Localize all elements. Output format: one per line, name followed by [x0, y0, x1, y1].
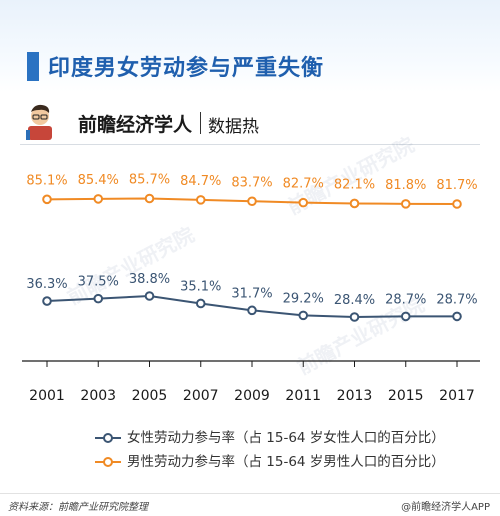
title-accent-bar — [27, 52, 39, 81]
economist-avatar-icon — [26, 104, 52, 140]
data-point-female — [93, 293, 104, 304]
legend-item-male: 男性劳动力参与率（占 15-64 岁男性人口的百分比） — [95, 450, 445, 470]
data-label-female: 28.7% — [436, 292, 477, 307]
x-tick-label: 2013 — [337, 388, 373, 404]
data-point-female — [247, 305, 257, 316]
legend-marker-female — [95, 433, 121, 443]
data-point-male — [93, 194, 104, 204]
brand-divider — [20, 144, 480, 145]
data-point-female — [298, 310, 309, 321]
x-tick-label: 2009 — [234, 388, 270, 404]
data-point-male — [349, 198, 360, 209]
data-point-female — [195, 298, 206, 309]
legend-marker-male — [95, 457, 121, 467]
footer-divider — [0, 493, 500, 494]
data-label-female: 36.3% — [26, 277, 67, 292]
data-label-male: 81.8% — [385, 178, 426, 193]
data-label-female: 31.7% — [231, 286, 272, 301]
data-label-female: 37.5% — [78, 275, 119, 290]
data-point-male — [195, 195, 206, 205]
data-label-female: 38.8% — [129, 272, 170, 287]
brand-name: 前瞻经济学人 — [78, 114, 193, 136]
data-point-male — [298, 197, 309, 208]
data-label-female: 28.4% — [334, 293, 375, 308]
data-point-male — [452, 199, 462, 209]
data-label-male: 82.7% — [283, 177, 324, 192]
data-point-male — [42, 194, 52, 205]
data-point-male — [247, 196, 257, 207]
x-tick-label: 2005 — [132, 388, 168, 404]
data-label-male: 85.4% — [78, 173, 119, 188]
data-label-female: 35.1% — [180, 279, 221, 294]
data-point-female — [400, 311, 411, 322]
legend-label-male: 男性劳动力参与率（占 15-64 岁男性人口的百分比） — [127, 454, 445, 470]
data-label-male: 85.1% — [26, 173, 67, 188]
x-tick-label: 2015 — [388, 388, 424, 404]
page-title: 印度男女劳动参与严重失衡 — [48, 56, 325, 81]
x-tick-label: 2007 — [183, 388, 219, 404]
footer-source: 资料来源：前瞻产业研究院整理 — [8, 502, 148, 513]
data-label-female: 28.7% — [385, 292, 426, 307]
x-tick-label: 2003 — [80, 388, 116, 404]
legend-label-female: 女性劳动力参与率（占 15-64 岁女性人口的百分比） — [127, 430, 445, 446]
data-label-male: 83.7% — [231, 175, 272, 190]
legend-item-female: 女性劳动力参与率（占 15-64 岁女性人口的百分比） — [95, 426, 445, 446]
header-band — [0, 0, 500, 92]
x-tick-label: 2001 — [29, 388, 65, 404]
data-point-female — [144, 291, 155, 301]
data-label-male: 81.7% — [436, 178, 477, 193]
data-point-male — [144, 193, 155, 204]
footer-app: @前瞻经济学人APP — [401, 502, 490, 513]
brand-row: 前瞻经济学人 数据热 — [20, 100, 500, 142]
brand-separator — [200, 112, 201, 134]
data-point-female — [42, 296, 52, 306]
data-point-female — [349, 312, 360, 322]
brand-subtitle: 数据热 — [208, 117, 259, 137]
data-label-male: 84.7% — [180, 174, 221, 189]
data-label-female: 29.2% — [283, 291, 324, 306]
x-tick-label: 2011 — [285, 388, 321, 404]
x-tick-label: 2017 — [439, 388, 475, 404]
data-label-male: 85.7% — [129, 173, 170, 188]
data-label-male: 82.1% — [334, 177, 375, 192]
data-point-male — [400, 199, 411, 209]
data-point-female — [452, 311, 462, 322]
